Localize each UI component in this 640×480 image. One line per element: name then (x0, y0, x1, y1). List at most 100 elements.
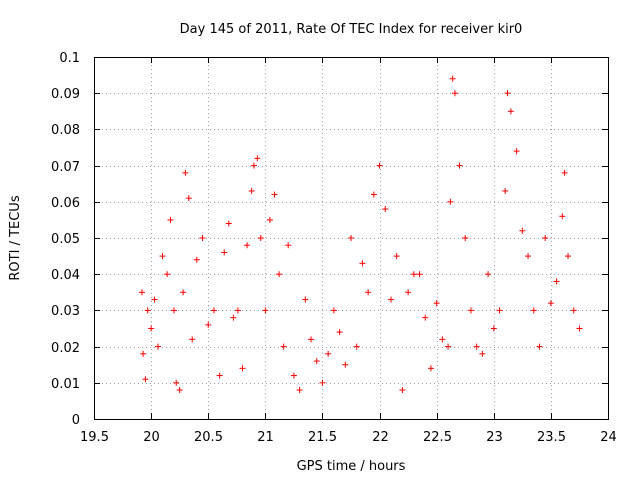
data-point (410, 271, 417, 278)
data-point (144, 307, 151, 314)
data-point (456, 162, 463, 169)
y-tick-label: 0.1 (59, 51, 80, 66)
data-point (290, 372, 297, 379)
data-point (148, 325, 155, 332)
data-point (142, 376, 149, 383)
gridlines (94, 57, 608, 419)
x-tick-label: 23 (486, 430, 503, 445)
data-point (561, 169, 568, 176)
data-points (138, 75, 583, 394)
data-point (230, 314, 237, 321)
data-point (370, 191, 377, 198)
data-point (221, 249, 228, 256)
data-point (325, 350, 332, 357)
data-point (302, 296, 309, 303)
y-tick-label: 0.07 (51, 160, 80, 175)
data-point (405, 289, 412, 296)
data-point (285, 242, 292, 249)
data-point (180, 289, 187, 296)
data-point (467, 307, 474, 314)
data-point (185, 195, 192, 202)
data-point (225, 220, 232, 227)
data-point (433, 300, 440, 307)
data-point (536, 343, 543, 350)
y-tick-label: 0.09 (51, 87, 80, 102)
data-point (513, 148, 520, 155)
data-point (451, 90, 458, 97)
data-point (199, 235, 206, 241)
x-tick-label: 20.5 (194, 430, 223, 445)
data-point (159, 253, 166, 260)
data-point (376, 162, 383, 169)
data-point (449, 75, 456, 82)
data-point (485, 271, 492, 278)
data-point (359, 260, 366, 267)
data-point (319, 379, 326, 386)
data-point (216, 372, 223, 379)
data-point (330, 307, 337, 314)
data-point (164, 271, 171, 278)
data-point (239, 365, 246, 372)
y-tick-label: 0.03 (51, 304, 80, 319)
data-point (248, 187, 255, 194)
data-point (170, 307, 177, 314)
data-point (507, 108, 514, 115)
data-point (496, 307, 503, 314)
x-tick-label: 21 (257, 430, 274, 445)
x-tick-labels: 19.5 20 20.5 21 21.5 22 22.5 23 23.5 24 (80, 430, 617, 445)
data-point (257, 235, 264, 241)
data-point (262, 307, 269, 314)
data-point (462, 235, 469, 241)
data-point (525, 253, 532, 260)
data-point (519, 227, 526, 234)
data-point (151, 296, 158, 303)
data-point (553, 278, 560, 285)
x-tick-label: 21.5 (308, 430, 337, 445)
chart-title: Day 145 of 2011, Rate Of TEC Index for r… (180, 22, 523, 37)
data-point (250, 162, 257, 169)
data-point (504, 90, 511, 97)
data-point (479, 350, 486, 357)
y-tick-label: 0 (72, 413, 80, 428)
data-point (254, 155, 261, 162)
data-point (308, 336, 315, 343)
data-point (353, 343, 360, 350)
data-point (193, 256, 200, 263)
data-point (547, 300, 554, 307)
x-axis-label: GPS time / hours (297, 459, 406, 474)
data-point (393, 253, 400, 260)
y-tick-label: 0.02 (51, 341, 80, 356)
y-tick-label: 0.04 (51, 268, 80, 283)
data-point (210, 307, 217, 314)
y-tick-label: 0.06 (51, 196, 80, 211)
data-point (542, 235, 549, 241)
data-point (445, 343, 452, 350)
data-point (296, 387, 303, 394)
data-point (422, 314, 429, 321)
data-point (559, 213, 566, 220)
data-point (447, 198, 454, 205)
data-point (276, 271, 283, 278)
data-point (382, 206, 389, 213)
data-point (189, 336, 196, 343)
data-point (313, 358, 320, 365)
data-point (570, 307, 577, 314)
x-tick-label: 23.5 (537, 430, 566, 445)
data-point (176, 387, 183, 394)
tick-marks (94, 57, 609, 420)
data-point (416, 271, 423, 278)
data-point (427, 365, 434, 372)
data-point (234, 307, 241, 314)
data-point (205, 321, 212, 328)
data-point (387, 296, 394, 303)
x-tick-label: 19.5 (80, 430, 109, 445)
data-point (266, 216, 273, 223)
y-tick-labels: 0 0.01 0.02 0.03 0.04 0.05 0.06 0.07 0.08 0.09 0.1 (51, 51, 80, 428)
x-tick-label: 22.5 (423, 430, 452, 445)
data-point (173, 379, 180, 386)
y-axis-label: ROTI / TECUs (8, 195, 23, 280)
data-point (167, 216, 174, 223)
data-point (565, 253, 572, 260)
